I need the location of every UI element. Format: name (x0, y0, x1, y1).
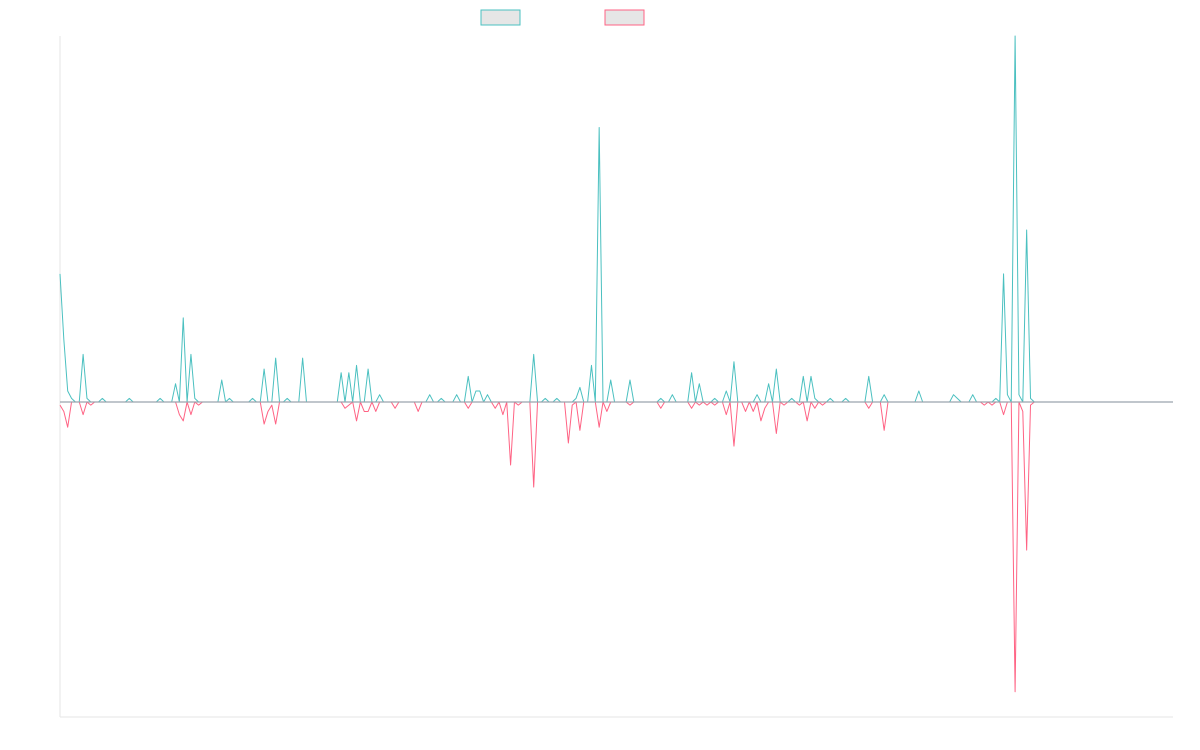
legend-swatch-1[interactable] (480, 9, 521, 26)
chart-legend (480, 9, 645, 26)
legend-swatch-2[interactable] (604, 9, 645, 26)
series-line-2 (59, 401, 1173, 693)
plot-area (59, 35, 1173, 693)
chart-axes (59, 36, 1173, 718)
series-line-1 (59, 35, 1173, 403)
